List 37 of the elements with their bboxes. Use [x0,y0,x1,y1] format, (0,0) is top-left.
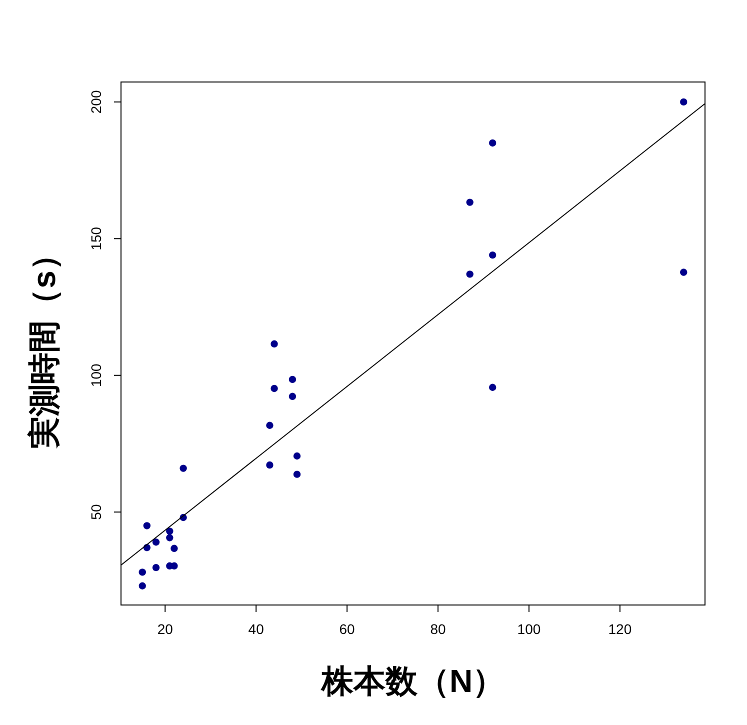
point [170,544,178,552]
point [293,470,301,478]
y-tick-label: 50 [88,504,104,520]
point [138,568,146,576]
point [152,564,160,572]
point [288,376,296,384]
point [266,461,274,469]
x-axis-title: 株本数（N） [320,663,505,699]
x-tick-label: 40 [248,621,264,637]
y-tick-label: 100 [88,363,104,388]
point [488,384,496,391]
x-tick-label: 60 [339,621,356,637]
point [180,464,187,472]
point [288,392,296,400]
y-tick-label: 150 [88,226,104,250]
point [166,534,174,542]
point [138,582,146,590]
point [152,538,160,546]
x-tick-label: 100 [517,621,541,637]
point [293,452,301,460]
point [143,522,151,530]
x-tick-label: 80 [430,621,446,637]
point [266,422,274,429]
point [466,270,474,278]
x-tick-label: 120 [608,621,632,637]
point [466,198,474,206]
y-axis-title: 実測時間（s） [26,238,62,450]
x-tick-label: 20 [157,621,174,637]
y-tick-label: 200 [88,90,104,114]
point [270,340,278,348]
point [166,528,174,535]
point [680,268,688,276]
point [170,562,178,570]
point [488,251,496,259]
point [488,139,496,147]
point [270,384,278,392]
point [680,98,688,106]
